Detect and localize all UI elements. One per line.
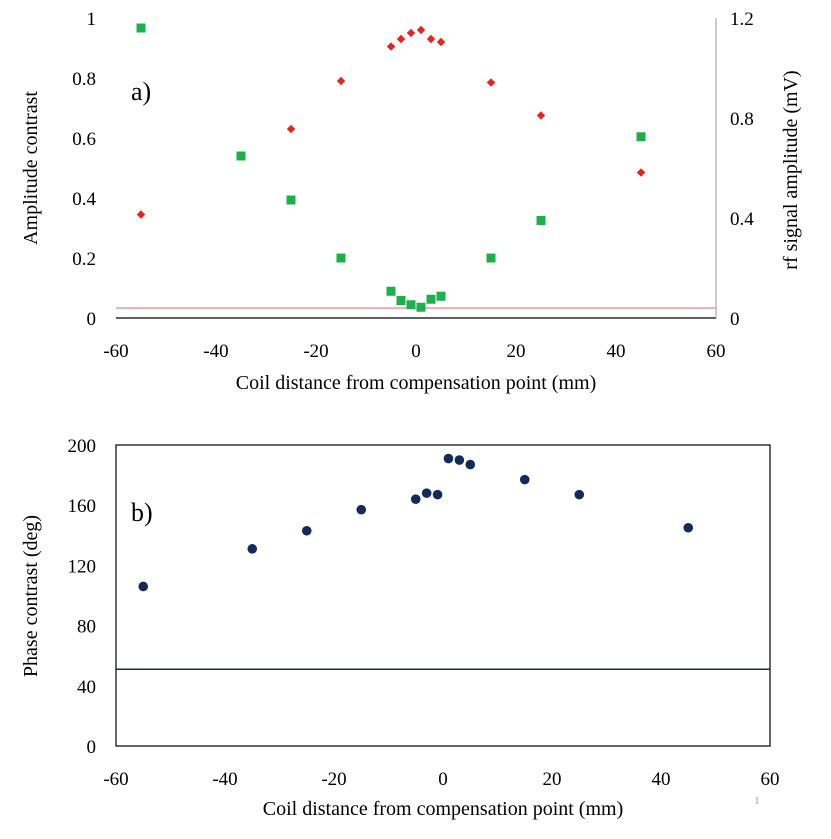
panel-b-x-axis-title: Coil distance from compensation point (m… (263, 798, 624, 820)
amplitude-contrast-point (416, 25, 426, 35)
panel-b-plot-frame (115, 444, 771, 747)
panel-a-x-axis-title: Coil distance from compensation point (m… (236, 372, 597, 394)
rf-signal-point (386, 286, 396, 296)
panel-a-x-tick-label: 60 (707, 341, 726, 362)
amplitude-contrast-point (386, 42, 396, 51)
rf-signal-point (136, 23, 146, 33)
rf-signal-point (406, 300, 416, 310)
phase-contrast-point (443, 453, 454, 464)
panel-b-label: b) (131, 498, 153, 527)
rf-signal-point (536, 216, 546, 225)
rf-signal-point (236, 151, 246, 161)
amplitude-contrast-point (486, 78, 496, 87)
amplitude-contrast-point (286, 124, 296, 134)
amplitude-contrast-point (426, 34, 436, 44)
rf-signal-point (286, 195, 296, 205)
panel-a-x-tick-label: 0 (411, 341, 421, 362)
rf-signal-point (416, 302, 426, 312)
panel-a-x-tick-label: 20 (507, 341, 526, 362)
phase-contrast-point (421, 488, 432, 498)
panel-a-y2-tick-label: 0 (730, 309, 740, 330)
panel-a-x-tick-label: -40 (203, 341, 228, 362)
panel-a-x-tick-label: 40 (607, 341, 626, 362)
rf-signal-point (396, 296, 406, 305)
panel-a-y-tick-label: 0 (87, 309, 97, 330)
panel-a-y-tick-label: 0.8 (72, 69, 96, 90)
rf-signal-point (436, 291, 446, 301)
rf-signal-point (486, 253, 496, 263)
phase-contrast-point (574, 489, 585, 500)
phase-contrast-point (410, 494, 421, 504)
rf-signal-point (336, 253, 346, 263)
phase-contrast-point (519, 474, 530, 485)
panel-a-label: a) (131, 77, 151, 106)
panel-b-y-tick-label: 40 (77, 677, 96, 698)
panel-b-y-tick-label: 200 (68, 436, 97, 457)
panel-a-y2-axis-title: rf signal amplitude (mV) (780, 70, 802, 269)
amplitude-contrast-point (636, 168, 646, 177)
panel-a-x-tick-label: -60 (103, 341, 128, 362)
phase-contrast-point (356, 504, 367, 515)
panel-b-y-tick-label: 120 (68, 556, 97, 577)
panel-b-x-tick-label: -20 (321, 769, 346, 790)
panel-a-y-tick-label: 0.4 (72, 189, 96, 210)
phase-contrast-point (138, 581, 149, 592)
panel-a-y-tick-label: 0.6 (72, 129, 96, 150)
amplitude-contrast-point (136, 210, 146, 219)
panel-b-y-tick-label: 160 (68, 496, 97, 517)
phase-contrast-point (465, 459, 476, 470)
rf-signal-point (636, 132, 646, 142)
panel-b-y-tick-label: 80 (77, 617, 96, 638)
panel-b-phase-chart: -60 -40 -20 0 20 40 60 0 40 80 120 160 200 b) Coil … (20, 436, 780, 820)
phase-contrast-point (432, 489, 443, 500)
panel-a-y2-tick-label: 0.8 (730, 109, 754, 130)
panel-a-y2-tick-label: 1.2 (730, 9, 754, 30)
phase-contrast-point (683, 522, 694, 533)
phase-contrast-point (247, 544, 258, 554)
panel-a-y-axis-title: Amplitude contrast (20, 91, 42, 245)
page-number: 1 (754, 795, 760, 807)
phase-contrast-point (454, 455, 465, 465)
panel-b-y-axis-title: Phase contrast (deg) (20, 515, 42, 677)
amplitude-contrast-point (396, 34, 406, 44)
amplitude-contrast-point (536, 111, 546, 120)
panel-b-x-tick-label: 40 (652, 769, 671, 790)
panel-a-x-tick-label: -20 (303, 341, 328, 362)
rf-signal-point (426, 294, 436, 304)
amplitude-contrast-point (336, 76, 346, 86)
panel-b-x-tick-label: 0 (438, 769, 448, 790)
panel-a-y-tick-label: 1 (87, 9, 97, 30)
panel-b-y-tick-label: 0 (87, 737, 97, 758)
phase-contrast-point (301, 525, 312, 536)
panel-b-x-tick-label: -40 (212, 769, 237, 790)
panel-b-x-tick-label: 20 (543, 769, 562, 790)
amplitude-contrast-point (406, 28, 416, 38)
panel-a-amplitude-chart: -60 -40 -20 0 20 40 60 0 0.2 0.4 0.6 0.8 1 0 0.4 0.8 1… (20, 9, 802, 394)
panel-a-y2-tick-label: 0.4 (730, 209, 754, 230)
panel-a-y-tick-label: 0.2 (72, 249, 96, 270)
panel-b-x-tick-label: -60 (103, 769, 128, 790)
amplitude-contrast-point (436, 37, 446, 47)
panel-b-x-tick-label: 60 (761, 769, 780, 790)
